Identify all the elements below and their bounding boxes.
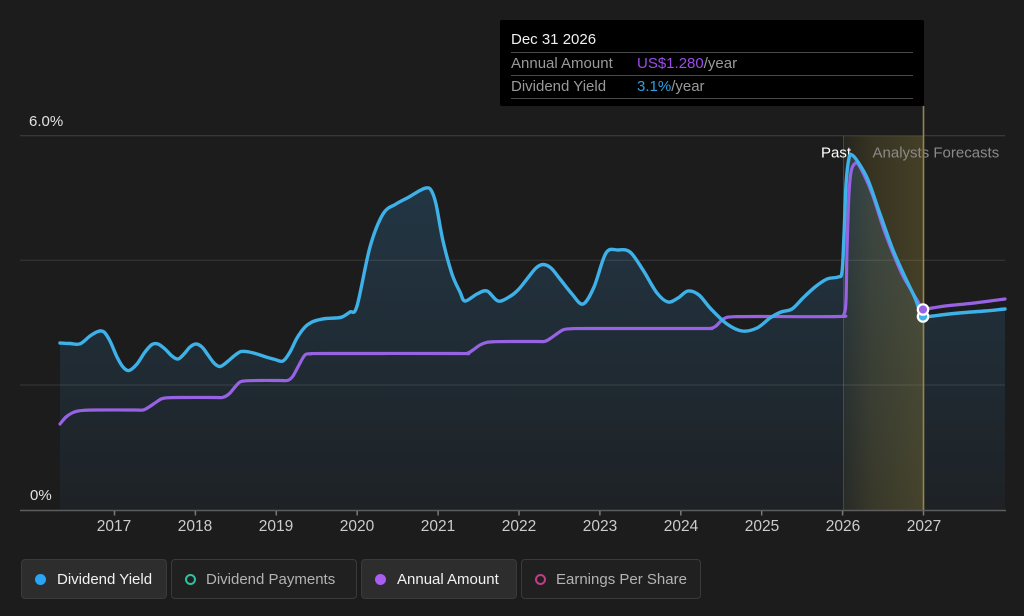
svg-text:Past: Past — [821, 145, 852, 162]
svg-text:Analysts Forecasts: Analysts Forecasts — [873, 145, 1000, 162]
